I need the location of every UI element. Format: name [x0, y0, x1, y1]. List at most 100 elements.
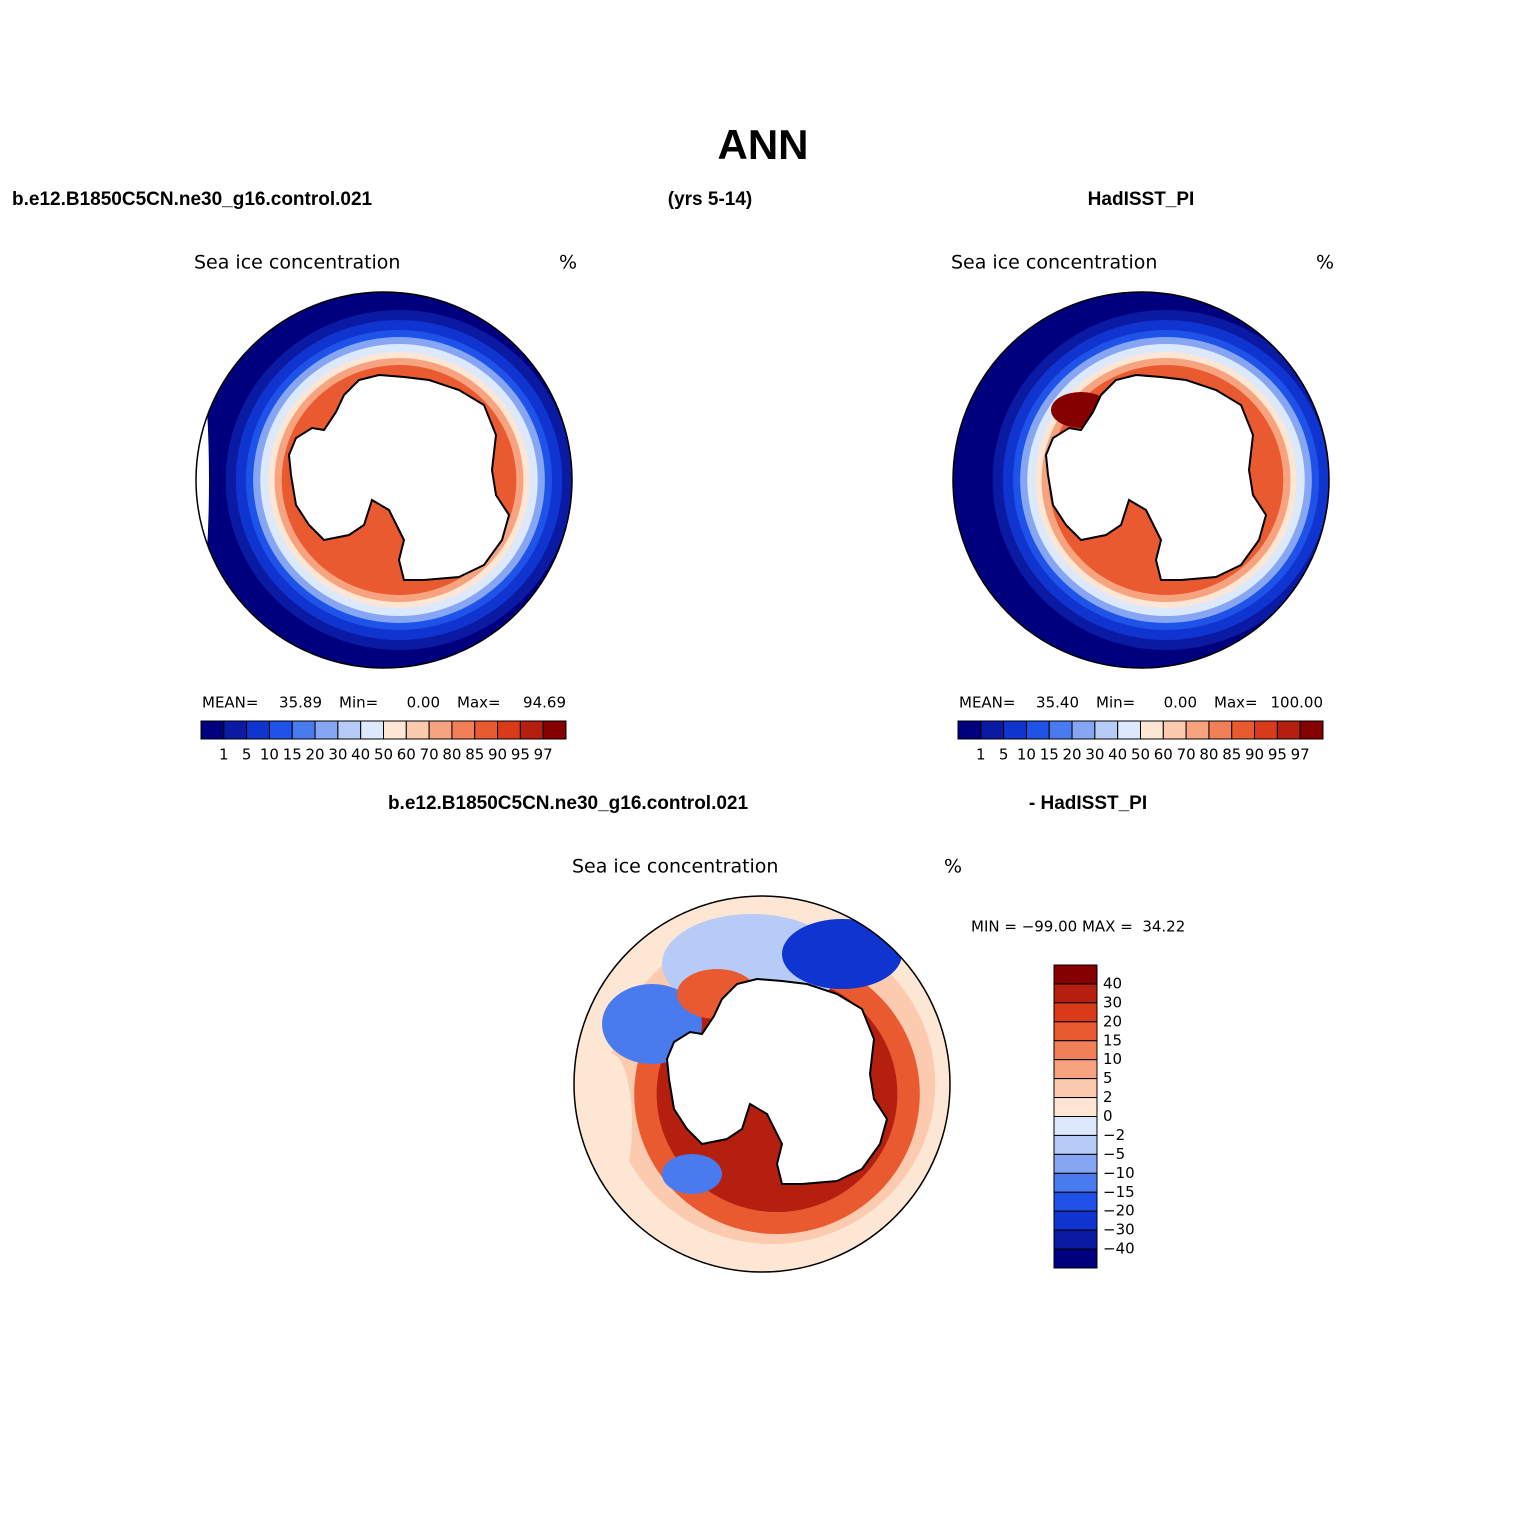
diff-units: % [944, 856, 962, 878]
colorbar-label: 30 [1085, 746, 1104, 764]
colorbar-box [1053, 1248, 1098, 1269]
colorbar-label: 20 [1103, 1012, 1122, 1030]
colorbar-box [1162, 720, 1187, 740]
colorbar-box [1117, 720, 1141, 740]
colorbar-label: −2 [1103, 1126, 1125, 1144]
colorbar-box [383, 720, 407, 740]
colorbar-label: −30 [1103, 1221, 1135, 1239]
colorbar-box [1276, 720, 1301, 740]
colorbar-box [1299, 720, 1324, 740]
colorbar-box [1053, 983, 1098, 1004]
header-left: b.e12.B1850C5CN.ne30_g16.control.021 [12, 189, 373, 210]
stat-label: Max= [457, 694, 501, 712]
colorbar-box [1053, 1002, 1098, 1023]
colorbar-box [337, 720, 362, 740]
colorbar-label: 70 [1177, 746, 1196, 764]
colorbar-label: 50 [374, 746, 393, 764]
colorbar-box [314, 720, 339, 740]
colorbar-box [1208, 720, 1233, 740]
colorbar-box [1053, 1153, 1098, 1174]
colorbar-label: 20 [306, 746, 325, 764]
colorbar-label: 85 [1222, 746, 1241, 764]
stat-value: 35.40 [1036, 694, 1079, 712]
colorbar-label: 0 [1103, 1107, 1113, 1125]
colorbar-label: 1 [219, 746, 229, 764]
colorbar-box [1254, 720, 1278, 740]
colorbar-label: 95 [1268, 746, 1287, 764]
stat-label: Max= [1214, 694, 1258, 712]
colorbar-box [1053, 964, 1098, 985]
stat-label: MEAN= [959, 694, 1015, 712]
colorbar-label: 30 [328, 746, 347, 764]
colorbar-box [1053, 1191, 1098, 1212]
stat-label: Min= [1096, 694, 1135, 712]
header-center: (yrs 5-14) [668, 189, 753, 210]
colorbar-box [1053, 1040, 1098, 1061]
colorbar-label: 10 [1103, 1050, 1122, 1068]
colorbar-box [200, 720, 225, 740]
ice-blob [196, 300, 209, 660]
stat-value: 100.00 [1271, 694, 1324, 712]
colorbar-label: 10 [1017, 746, 1036, 764]
colorbar-label: 30 [1103, 993, 1122, 1011]
colorbar-label: −5 [1103, 1145, 1125, 1163]
colorbar-label: 5 [999, 746, 1009, 764]
colorbar-label: 80 [442, 746, 461, 764]
colorbar-box [428, 720, 453, 740]
map-field [953, 292, 1329, 668]
colorbar-box [957, 720, 982, 740]
antarctica [665, 977, 889, 1185]
stat-value: 0.00 [407, 694, 440, 712]
colorbar-box [1053, 1059, 1098, 1080]
colorbar-box [1053, 1078, 1098, 1099]
ice-blob [782, 919, 902, 989]
colorbar-box [1185, 720, 1210, 740]
colorbar-box [451, 720, 476, 740]
colorbar-label: 10 [260, 746, 279, 764]
colorbar-box [1231, 720, 1256, 740]
colorbar-label: 5 [1103, 1069, 1113, 1087]
colorbar-label: 50 [1131, 746, 1150, 764]
colorbar-label: −15 [1103, 1183, 1135, 1201]
colorbar-label: −40 [1103, 1240, 1135, 1258]
diff-header-right: - HadISST_PI [1029, 793, 1147, 814]
diff-header-left: b.e12.B1850C5CN.ne30_g16.control.021 [388, 793, 749, 814]
figure-title: ANN [718, 121, 809, 168]
colorbar-box [1053, 1229, 1098, 1250]
colorbar-box [1053, 1210, 1098, 1231]
colorbar-label: −10 [1103, 1164, 1135, 1182]
colorbar-box [1071, 720, 1096, 740]
colorbar-label: 97 [534, 746, 553, 764]
antarctica [1044, 373, 1268, 581]
colorbar-box [268, 720, 293, 740]
map-border [573, 895, 951, 1273]
colorbar-box [1053, 1097, 1098, 1117]
ice-blob [592, 1054, 632, 1194]
map-border [195, 291, 573, 669]
colorbar-box [246, 720, 270, 740]
colorbar-box [291, 720, 316, 740]
colorbar-box [497, 720, 521, 740]
colorbar-box [980, 720, 1005, 740]
colorbar-box [1053, 1172, 1098, 1193]
map-field [574, 896, 950, 1272]
map-field [196, 292, 572, 668]
colorbar-box [1053, 1021, 1098, 1042]
stat-label: Min= [339, 694, 378, 712]
colorbar-label: 5 [242, 746, 252, 764]
colorbar-label: 40 [351, 746, 370, 764]
colorbar-label: 60 [1154, 746, 1173, 764]
antarctica [287, 373, 511, 581]
stat-value: 94.69 [523, 694, 566, 712]
stat-label: MEAN= [202, 694, 258, 712]
colorbar-label: 95 [511, 746, 530, 764]
colorbar-label: 15 [283, 746, 302, 764]
colorbar-box [405, 720, 430, 740]
map-border [952, 291, 1330, 669]
colorbar-box [1048, 720, 1073, 740]
colorbar-label: 15 [1040, 746, 1059, 764]
colorbar-box [474, 720, 499, 740]
colorbar-label: 1 [976, 746, 986, 764]
colorbar-label: 60 [397, 746, 416, 764]
